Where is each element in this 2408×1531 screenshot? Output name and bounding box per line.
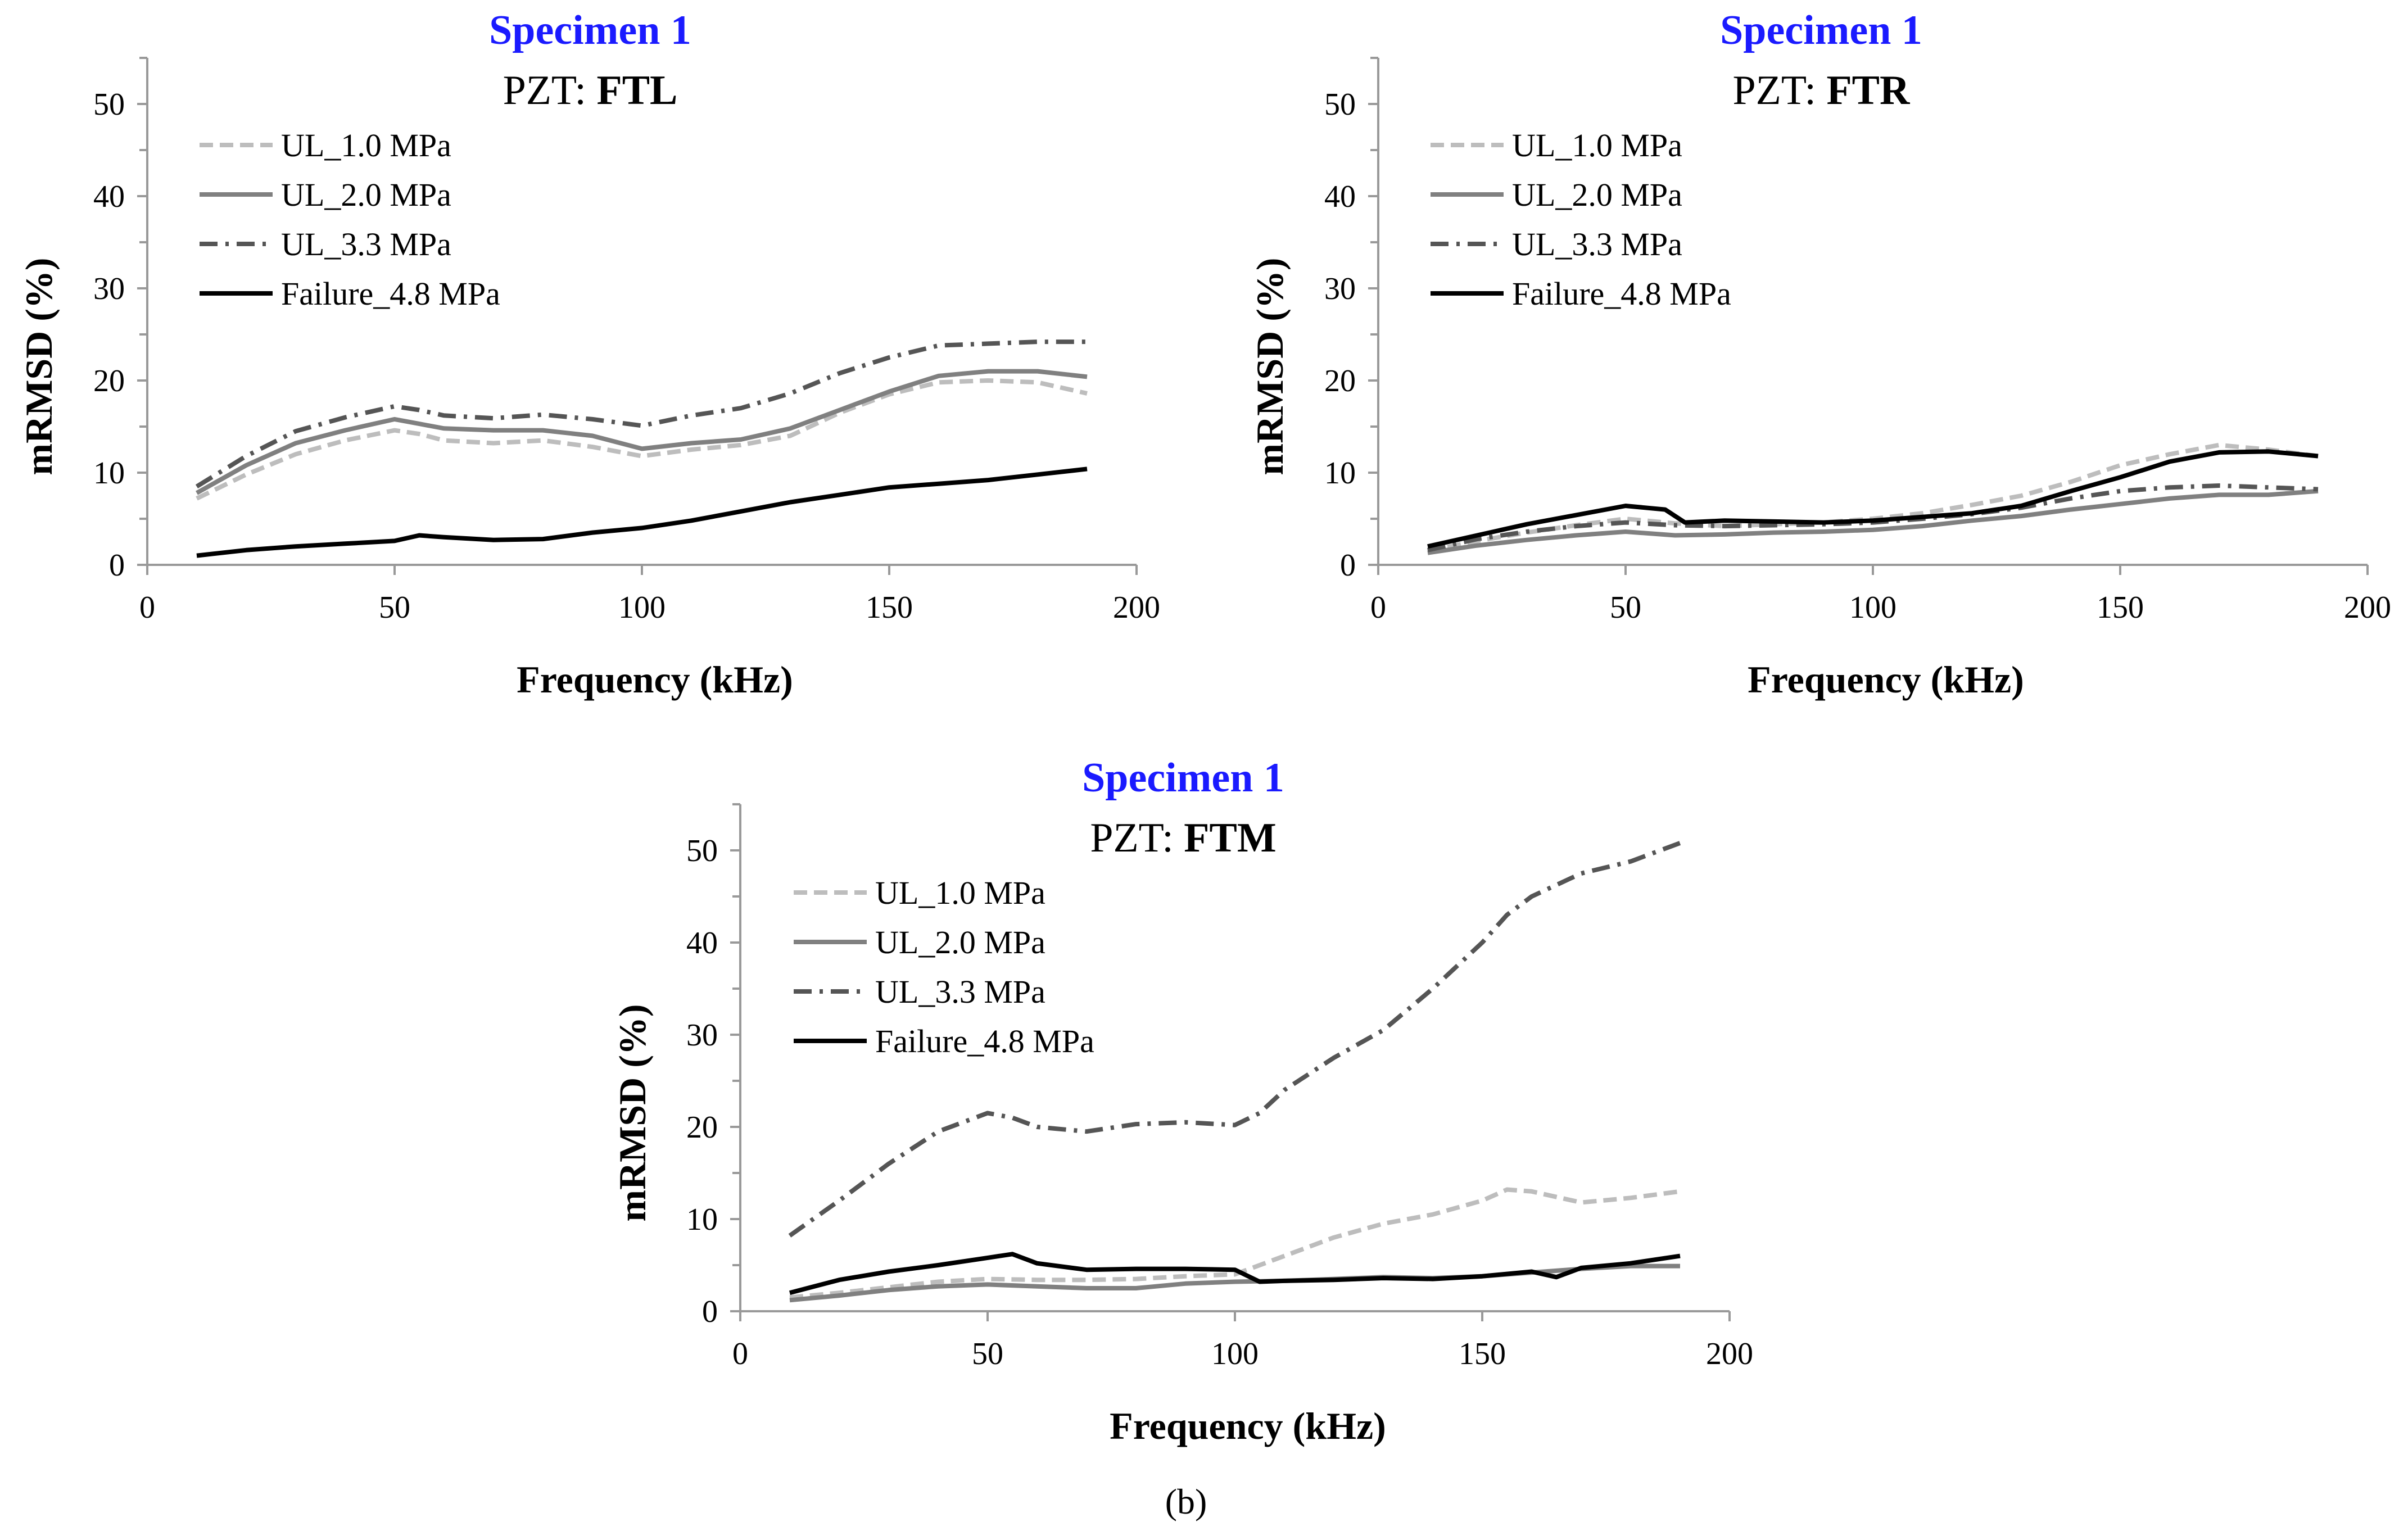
- x-tick-label: 200: [1113, 590, 1160, 625]
- series-line-failure-4-8-mpa: [1427, 449, 2319, 549]
- chart-legend: UL_1.0 MPa UL_2.0 MPa UL_3.3 MPa Failure_4.…: [794, 875, 1094, 1059]
- chart-axes: 0 10 20 30 40 50 0 50 100 150 200: [1324, 57, 2391, 625]
- subtitle-prefix: PZT:: [503, 67, 597, 114]
- chart-ftl: Specimen 1 PZT: FTL 0 10 20 30 40 50 0 50 100 150…: [17, 7, 1160, 701]
- legend-label: UL_2.0 MPa: [281, 176, 451, 213]
- y-tick-label: 40: [93, 179, 125, 214]
- chart-title: Specimen 1: [1082, 755, 1284, 801]
- y-tick-label: 0: [109, 548, 125, 583]
- chart-title: Specimen 1: [1720, 7, 1922, 53]
- y-tick-label: 20: [1324, 364, 1356, 398]
- legend-label: UL_3.3 MPa: [1512, 226, 1682, 262]
- x-axis-title: Frequency (kHz): [1748, 658, 2024, 701]
- subtitle-pzt-name: FTL: [597, 67, 678, 114]
- y-axis-title: mRMSD (%): [611, 1004, 654, 1221]
- series-line-failure-4-8-mpa: [196, 466, 1088, 558]
- y-axis-title: mRMSD (%): [1248, 257, 1291, 475]
- series-line-ul-1-0-mpa: [196, 378, 1088, 501]
- x-tick-label: 100: [618, 590, 666, 625]
- y-tick-label: 0: [1340, 548, 1356, 583]
- legend-label: UL_3.3 MPa: [875, 973, 1045, 1010]
- chart-title: Specimen 1: [489, 7, 691, 53]
- y-tick-label: 10: [1324, 456, 1356, 491]
- legend-label: UL_2.0 MPa: [875, 924, 1045, 961]
- y-tick-label: 20: [686, 1110, 718, 1145]
- series-line-ul-1-0-mpa: [789, 1187, 1681, 1300]
- chart-axes: 0 10 20 30 40 50 0 50 100 150 200: [686, 803, 1753, 1371]
- subtitle-prefix: PZT:: [1733, 67, 1827, 114]
- x-tick-label: 150: [2097, 590, 2144, 625]
- series-line-ul-2-0-mpa: [1427, 488, 2319, 555]
- subtitle-pzt-name: FTR: [1826, 67, 1911, 114]
- x-tick-label: 150: [866, 590, 913, 625]
- x-axis-title: Frequency (kHz): [517, 658, 793, 701]
- y-tick-label: 30: [686, 1018, 718, 1053]
- x-tick-label: 50: [972, 1337, 1003, 1371]
- legend-label: UL_1.0 MPa: [281, 127, 451, 164]
- x-tick-label: 100: [1849, 590, 1896, 625]
- series-line-failure-4-8-mpa: [789, 1252, 1681, 1296]
- x-tick-label: 100: [1211, 1337, 1259, 1371]
- subtitle-prefix: PZT:: [1090, 815, 1184, 861]
- chart-ftm: Specimen 1 PZT: FTM 0 10 20 30 40 50 0 50 100 150…: [611, 755, 1753, 1447]
- series-line-ul-2-0-mpa: [196, 369, 1088, 495]
- figure-caption: (b): [1165, 1482, 1207, 1521]
- y-tick-label: 50: [1324, 87, 1356, 122]
- y-tick-label: 30: [1324, 271, 1356, 306]
- x-tick-label: 200: [2344, 590, 2391, 625]
- y-tick-label: 40: [1324, 179, 1356, 214]
- legend-label: Failure_4.8 MPa: [281, 275, 500, 312]
- y-tick-label: 30: [93, 271, 125, 306]
- legend-label: UL_1.0 MPa: [875, 875, 1045, 911]
- y-tick-label: 40: [686, 926, 718, 961]
- legend-label: UL_3.3 MPa: [281, 226, 451, 262]
- chart-series: [195, 339, 1088, 558]
- legend-label: Failure_4.8 MPa: [875, 1023, 1094, 1059]
- x-tick-label: 50: [1610, 590, 1641, 625]
- x-tick-label: 50: [379, 590, 410, 625]
- chart-ftr: Specimen 1 PZT: FTR 0 10 20 30 40 50 0 50 100 150…: [1248, 7, 2391, 701]
- y-tick-label: 0: [702, 1294, 718, 1329]
- chart-series: [788, 841, 1681, 1303]
- legend-label: UL_2.0 MPa: [1512, 176, 1682, 213]
- chart-series: [1427, 442, 2319, 555]
- chart-subtitle: PZT: FTR: [1733, 67, 1911, 114]
- subtitle-pzt-name: FTM: [1184, 815, 1276, 861]
- y-tick-label: 20: [93, 364, 125, 398]
- chart-subtitle: PZT: FTM: [1090, 815, 1276, 861]
- series-line-ul-3-3-mpa: [788, 841, 1681, 1238]
- chart-axes: 0 10 20 30 40 50 0 50 100 150 200: [93, 57, 1160, 625]
- x-axis-title: Frequency (kHz): [1110, 1405, 1386, 1447]
- legend-label: UL_1.0 MPa: [1512, 127, 1682, 164]
- x-tick-label: 0: [139, 590, 155, 625]
- chart-legend: UL_1.0 MPa UL_2.0 MPa UL_3.3 MPa Failure_4.…: [1431, 127, 1731, 312]
- x-tick-label: 0: [1370, 590, 1386, 625]
- x-tick-label: 150: [1459, 1337, 1506, 1371]
- x-tick-label: 200: [1706, 1337, 1753, 1371]
- series-line-ul-3-3-mpa: [195, 339, 1087, 489]
- x-tick-label: 0: [732, 1337, 748, 1371]
- y-tick-label: 50: [93, 87, 125, 122]
- chart-legend: UL_1.0 MPa UL_2.0 MPa UL_3.3 MPa Failure_4.…: [200, 127, 500, 312]
- y-axis-title: mRMSD (%): [17, 257, 60, 475]
- y-tick-label: 50: [686, 834, 718, 868]
- chart-subtitle: PZT: FTL: [503, 67, 678, 114]
- y-tick-label: 10: [93, 456, 125, 491]
- legend-label: Failure_4.8 MPa: [1512, 275, 1731, 312]
- y-tick-label: 10: [686, 1202, 718, 1237]
